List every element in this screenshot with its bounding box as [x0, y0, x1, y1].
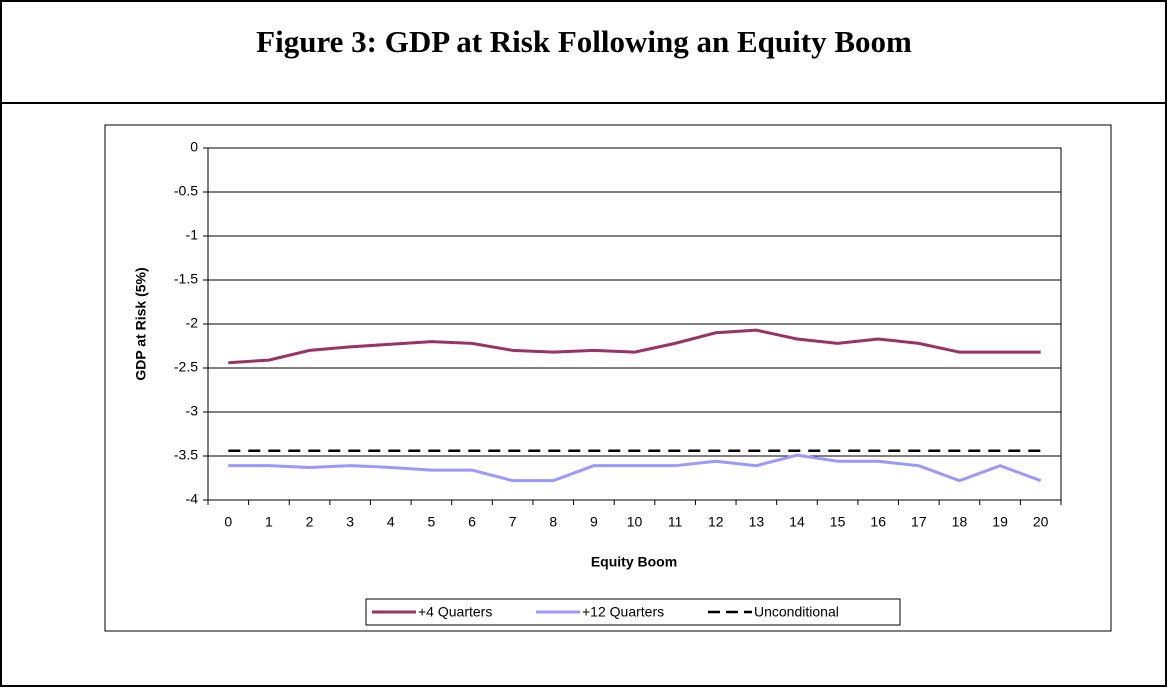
y-tick-label: -3 — [186, 403, 199, 419]
chart-frame — [104, 124, 1112, 632]
x-tick-label: 3 — [346, 514, 354, 530]
x-tick-label: 4 — [387, 514, 395, 530]
x-tick-label: 10 — [627, 514, 643, 530]
series-line — [228, 453, 1042, 483]
legend-label: +12 Quarters — [582, 604, 664, 620]
x-axis-label: Equity Boom — [591, 554, 677, 570]
y-tick-label: -2.5 — [174, 359, 198, 375]
y-tick-label: -1.5 — [174, 271, 198, 287]
x-tick-label: 16 — [870, 514, 886, 530]
plot-frame — [207, 147, 1062, 501]
x-tick-label: 17 — [911, 514, 927, 530]
x-tick-label: 5 — [428, 514, 436, 530]
x-tick-label: 9 — [590, 514, 598, 530]
legend-label: +4 Quarters — [418, 604, 492, 620]
y-tick-label: -4 — [186, 491, 199, 507]
x-tick-label: 6 — [468, 514, 476, 530]
y-tick-label: -3.5 — [174, 447, 198, 463]
x-tick-label: 11 — [668, 514, 683, 530]
series-line — [228, 328, 1041, 365]
x-tick-label: 15 — [830, 514, 846, 530]
chart-title: Figure 3: GDP at Risk Following an Equit… — [256, 24, 912, 59]
x-tick-label: 7 — [509, 514, 517, 530]
x-tick-label: 19 — [992, 514, 1008, 530]
legend-frame — [365, 598, 901, 626]
y-tick-label: 0 — [190, 139, 198, 155]
x-tick-label: 2 — [306, 514, 314, 530]
y-tick-label: -1 — [186, 227, 199, 243]
legend-label: Unconditional — [754, 604, 839, 620]
x-tick-label: 0 — [224, 514, 232, 530]
x-tick-label: 12 — [708, 514, 724, 530]
x-tick-label: 1 — [265, 514, 273, 530]
y-axis-label: GDP at Risk (5%) — [133, 267, 149, 380]
x-tick-label: 13 — [749, 514, 765, 530]
y-tick-label: -2 — [186, 315, 199, 331]
x-tick-label: 14 — [789, 514, 805, 530]
y-tick-label: -0.5 — [174, 183, 198, 199]
x-tick-label: 8 — [549, 514, 557, 530]
x-tick-label: 20 — [1033, 514, 1049, 530]
x-tick-label: 18 — [952, 514, 968, 530]
